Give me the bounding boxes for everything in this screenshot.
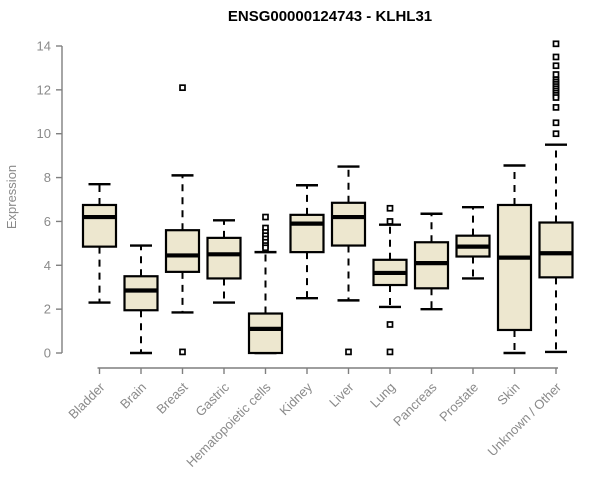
outlier-point xyxy=(552,71,560,78)
iqr-box xyxy=(289,213,325,254)
outlier-point xyxy=(179,84,186,92)
iqr-box xyxy=(164,229,201,273)
iqr-box xyxy=(413,241,450,290)
x-category-label: Gastric xyxy=(192,379,232,419)
x-category-label: Unknown / Other xyxy=(485,379,565,459)
y-tick-label: 6 xyxy=(44,214,51,229)
box-skin xyxy=(496,164,533,355)
iqr-box xyxy=(330,201,367,247)
iqr-box xyxy=(81,203,118,248)
x-category-label: Skin xyxy=(494,380,522,408)
x-category-label: Liver xyxy=(326,379,357,410)
outlier-point xyxy=(552,119,560,127)
y-axis-label: Expression xyxy=(4,165,19,229)
outlier-point xyxy=(552,62,560,70)
box-liver xyxy=(330,165,367,356)
box-lung xyxy=(372,204,408,356)
outlier-point xyxy=(386,218,394,225)
box-unknown-other xyxy=(538,40,574,354)
outlier-point xyxy=(262,244,269,252)
outlier-point xyxy=(179,348,186,356)
x-category-label: Brain xyxy=(117,380,149,412)
iqr-box xyxy=(123,275,159,312)
x-category-label: Breast xyxy=(153,379,190,416)
outlier-point xyxy=(552,53,560,61)
y-tick-label: 0 xyxy=(44,346,51,361)
outlier-point xyxy=(552,104,560,111)
x-category-label: Lung xyxy=(367,380,398,411)
outlier-point xyxy=(552,40,560,48)
y-tick-label: 10 xyxy=(37,126,51,141)
iqr-box xyxy=(247,312,284,355)
outlier-point xyxy=(345,348,352,356)
y-tick-label: 2 xyxy=(44,302,51,317)
box-pancreas xyxy=(413,212,450,311)
outlier-point xyxy=(386,348,394,356)
box-bladder xyxy=(81,182,118,304)
x-category-label: Kidney xyxy=(276,379,315,418)
y-tick-label: 14 xyxy=(37,39,51,54)
y-tick-label: 8 xyxy=(44,170,51,185)
boxes-group xyxy=(81,40,574,356)
x-category-label: Bladder xyxy=(65,379,108,422)
outlier-point xyxy=(386,321,394,328)
outlier-point xyxy=(262,213,269,221)
x-category-label: Pancreas xyxy=(390,379,440,429)
chart-title: ENSG00000124743 - KLHL31 xyxy=(228,8,432,25)
box-prostate xyxy=(455,205,491,280)
box-gastric xyxy=(206,219,242,304)
outlier-point xyxy=(552,94,560,101)
iqr-box xyxy=(496,203,533,332)
iqr-box xyxy=(538,221,574,279)
outlier-point xyxy=(386,204,394,212)
box-kidney xyxy=(289,184,325,300)
axes-group: 0 2 4 6 8 10 12 14 xyxy=(37,39,558,374)
iqr-box xyxy=(206,236,242,280)
box-breast xyxy=(164,84,201,356)
y-tick-label: 12 xyxy=(37,82,51,97)
outlier-point xyxy=(552,130,560,138)
y-tick-label: 4 xyxy=(44,258,51,273)
box-brain xyxy=(123,244,159,355)
box-hematopoietic-cells xyxy=(247,213,284,355)
x-category-label: Prostate xyxy=(436,380,481,425)
